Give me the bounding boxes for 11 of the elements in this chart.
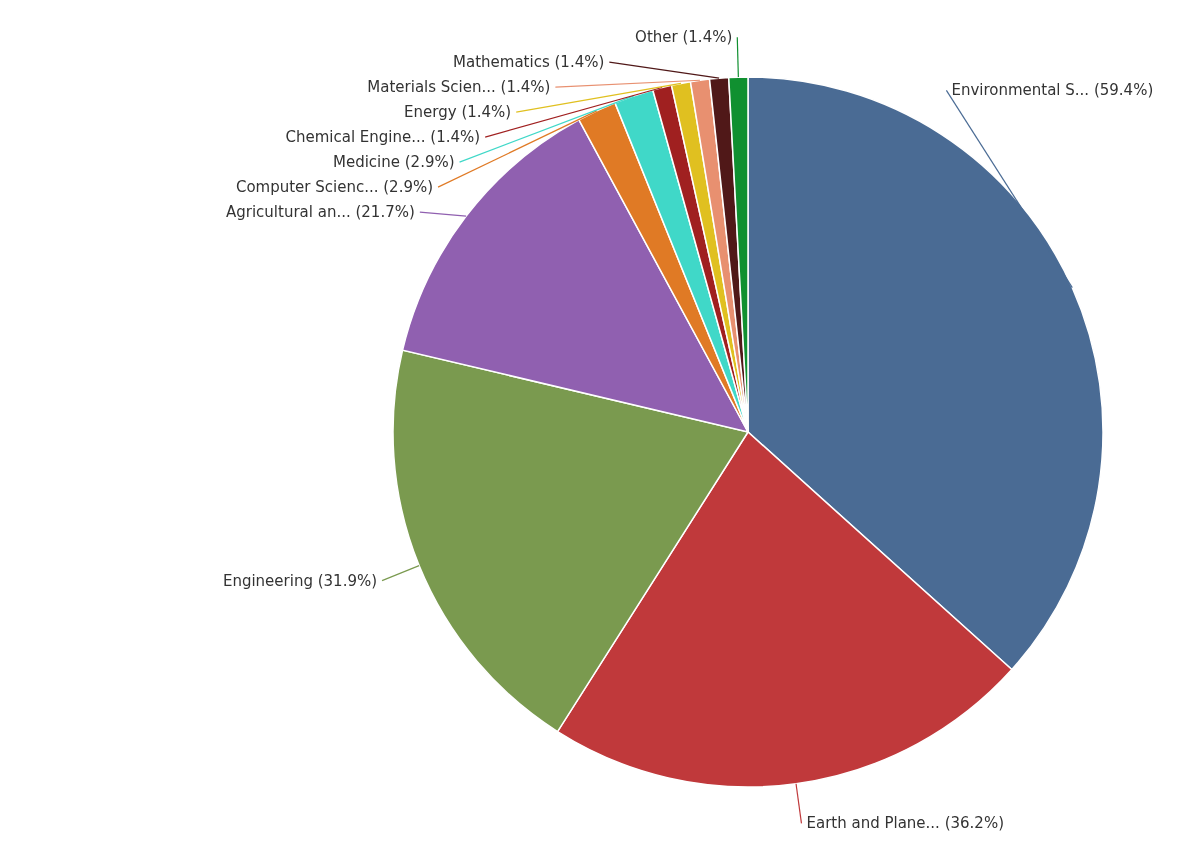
- slice-label: Energy (1.4%): [404, 103, 512, 122]
- slice-label: Materials Scien... (1.4%): [367, 78, 551, 97]
- slice-label: Environmental S... (59.4%): [951, 81, 1154, 100]
- slice-label: Computer Scienc... (2.9%): [235, 178, 434, 197]
- slice-label: Mathematics (1.4%): [453, 53, 605, 72]
- slice-label: Chemical Engine... (1.4%): [285, 128, 481, 147]
- slice-label: Medicine (2.9%): [332, 153, 455, 172]
- slice-label: Engineering (31.9%): [222, 571, 378, 590]
- slice-label: Earth and Plane... (36.2%): [806, 814, 1005, 833]
- slice-label: Agricultural an... (21.7%): [225, 203, 415, 222]
- slice-label: Other (1.4%): [635, 28, 733, 47]
